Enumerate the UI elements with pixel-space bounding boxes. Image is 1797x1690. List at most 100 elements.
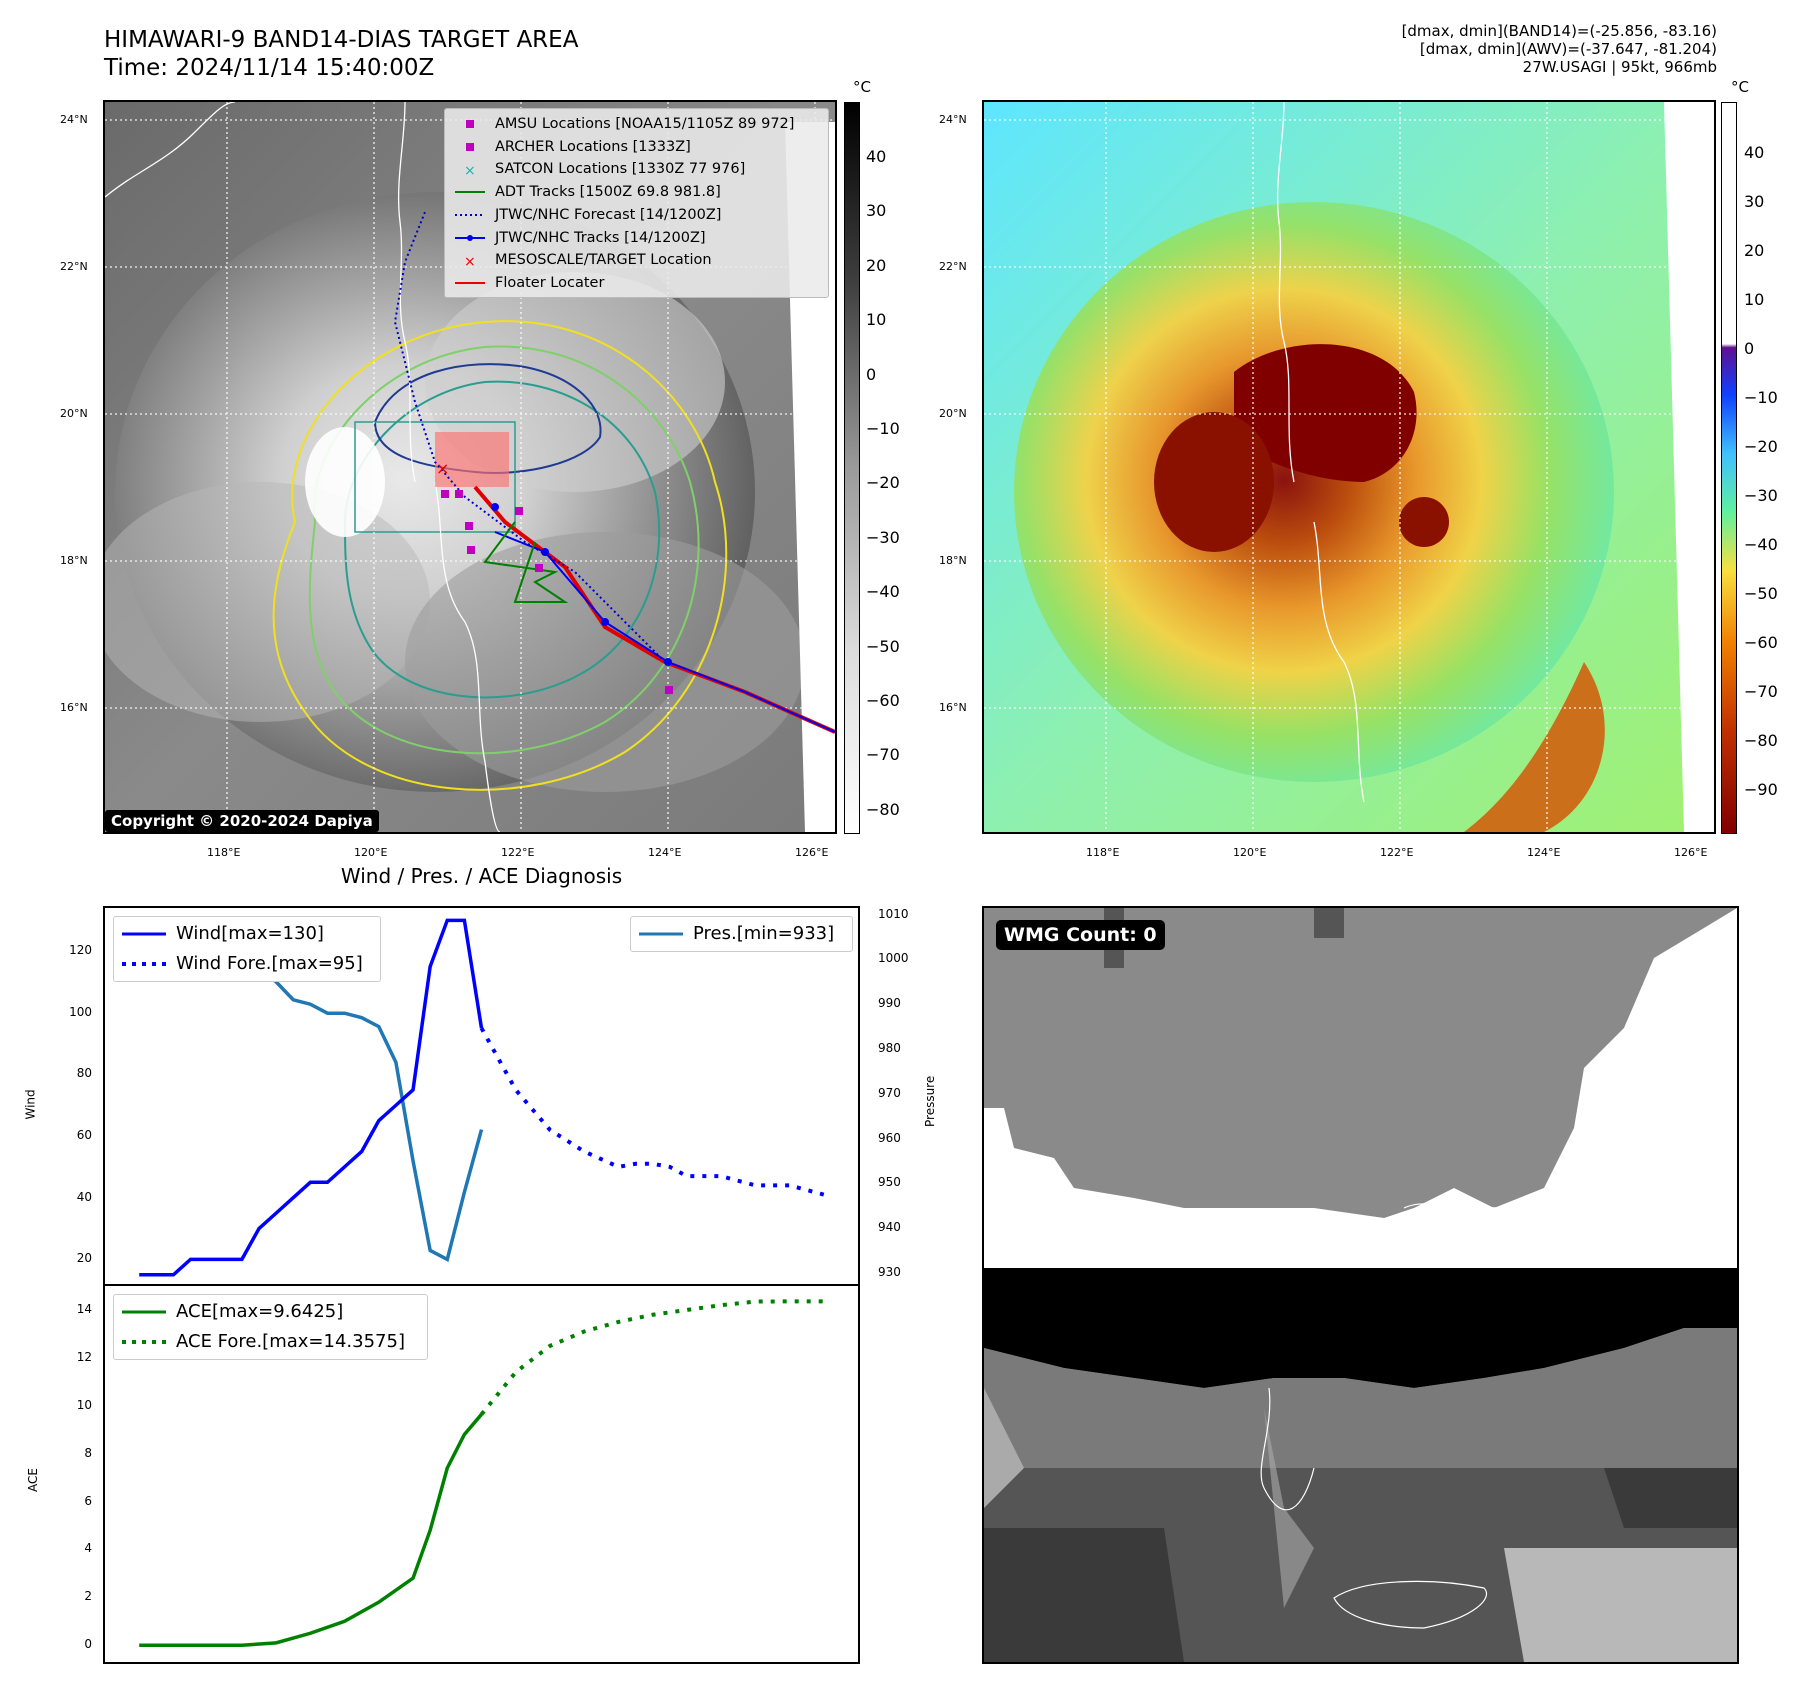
lat-tick-label: 20°N xyxy=(60,407,88,420)
series-line xyxy=(479,1027,825,1197)
map-legend-label: AMSU Locations [NOAA15/1105Z 89 972] xyxy=(495,116,795,132)
lon-tick-label: 126°E xyxy=(1674,846,1708,859)
svg-text:×: × xyxy=(436,459,449,478)
ace-plot xyxy=(139,1299,824,1647)
wind-tick-label: 40 xyxy=(76,1189,92,1204)
pressure-tick-label: 990 xyxy=(878,996,901,1011)
ace-tick-label: 6 xyxy=(84,1493,92,1508)
pressure-tick-label: 930 xyxy=(878,1264,901,1279)
gray-colorbar-tick: 0 xyxy=(866,364,877,384)
wind-legend-label: Wind[max=130] xyxy=(176,923,324,944)
map-legend-item: ADT Tracks [1500Z 69.8 981.8] xyxy=(453,181,820,204)
gray-colorbar-tick: 20 xyxy=(866,255,887,275)
color-colorbar-tick: 30 xyxy=(1744,192,1765,211)
legend-symbol-icon: × xyxy=(464,254,476,268)
legend-symbol-icon xyxy=(466,143,474,152)
pressure-legend-swatch xyxy=(639,932,683,936)
legend-symbol-icon: × xyxy=(464,163,476,177)
map-legend-label: ARCHER Locations [1333Z] xyxy=(495,138,691,155)
ir-color-image xyxy=(984,102,1714,832)
info-awv: [dmax, dmin](AWV)=(-37.647, -81.204) xyxy=(1419,40,1717,58)
gray-colorbar-tick: −40 xyxy=(866,582,900,602)
svg-text:×: × xyxy=(464,163,476,177)
pressure-tick-label: 980 xyxy=(878,1041,901,1055)
gray-colorbar-tick: −10 xyxy=(866,419,900,438)
pressure-legend: Pres.[min=933] xyxy=(630,916,853,952)
color-colorbar-tick: −80 xyxy=(1744,731,1778,750)
gray-colorbar-tick: −80 xyxy=(866,799,900,819)
map-legend-label: JTWC/NHC Forecast [14/1200Z] xyxy=(495,206,722,223)
gray-colorbar-tick: 10 xyxy=(866,310,887,330)
pressure-legend-item: Pres.[min=933] xyxy=(639,919,844,949)
wmg-panel: WMG Count: 0 xyxy=(982,906,1739,1664)
ace-ylabel: ACE xyxy=(26,1468,40,1492)
color-colorbar-tick: −60 xyxy=(1744,633,1778,652)
gray-colorbar-tick: −50 xyxy=(866,636,900,656)
wind-legend: Wind[max=130] Wind Fore.[max=95] xyxy=(113,916,381,982)
wind-fore-legend-label: Wind Fore.[max=95] xyxy=(176,953,363,974)
map-legend-label: JTWC/NHC Tracks [14/1200Z] xyxy=(495,229,706,246)
ace-tick-label: 2 xyxy=(84,1589,92,1604)
ace-fore-legend-label: ACE Fore.[max=14.3575] xyxy=(176,1331,405,1352)
color-colorbar-tick: 20 xyxy=(1744,241,1765,260)
ace-tick-label: 4 xyxy=(84,1541,92,1556)
legend-symbol-icon xyxy=(455,282,485,285)
color-cbar-unit: °C xyxy=(1731,78,1749,96)
ace-tick-label: 8 xyxy=(84,1445,92,1460)
wind-tick-label: 20 xyxy=(76,1251,92,1266)
pressure-tick-label: 970 xyxy=(878,1085,901,1100)
lon-tick-label: 126°E xyxy=(795,846,829,859)
wind-fore-legend-swatch xyxy=(122,962,166,966)
wmg-count-badge: WMG Count: 0 xyxy=(996,920,1165,950)
wind-tick-label: 60 xyxy=(76,1128,92,1143)
ace-tick-label: 0 xyxy=(84,1637,92,1652)
info-storm: 27W.USAGI | 95kt, 966mb xyxy=(1522,58,1717,76)
color-colorbar-tick: −40 xyxy=(1744,535,1778,554)
ace-tick-label: 14 xyxy=(76,1301,92,1316)
ir-color-map xyxy=(982,100,1716,834)
ace-panel: ACE[max=9.6425] ACE Fore.[max=14.3575] xyxy=(103,1284,860,1664)
lon-tick-label: 124°E xyxy=(648,846,682,859)
lat-tick-label: 22°N xyxy=(939,260,967,273)
pressure-tick-label: 1000 xyxy=(878,951,909,966)
gray-colorbar xyxy=(844,102,860,834)
ace-fore-legend-swatch xyxy=(122,1340,166,1344)
lat-tick-label: 16°N xyxy=(939,701,967,714)
color-colorbar-tick: −90 xyxy=(1744,780,1778,799)
svg-text:×: × xyxy=(464,254,476,268)
pressure-tick-label: 1010 xyxy=(878,906,909,921)
lat-tick-label: 24°N xyxy=(60,113,88,126)
gray-cbar-unit: °C xyxy=(853,78,871,96)
map-legend-label: ADT Tracks [1500Z 69.8 981.8] xyxy=(495,184,721,201)
color-colorbar xyxy=(1721,102,1737,834)
lat-tick-label: 18°N xyxy=(60,554,88,567)
lon-tick-label: 120°E xyxy=(354,846,388,859)
info-band14: [dmax, dmin](BAND14)=(-25.856, -83.16) xyxy=(1401,22,1717,40)
lat-tick-label: 20°N xyxy=(939,407,967,420)
wind-ylabel: Wind xyxy=(23,1089,38,1120)
color-colorbar-tick: −30 xyxy=(1744,486,1778,505)
chart-time: Time: 2024/11/14 15:40:00Z xyxy=(104,55,435,81)
wmg-image xyxy=(984,908,1737,1662)
gray-colorbar-tick: −30 xyxy=(866,527,900,547)
color-colorbar-tick: −70 xyxy=(1744,682,1778,701)
map-legend-item: ARCHER Locations [1333Z] xyxy=(453,136,820,159)
wind-tick-label: 120 xyxy=(69,943,92,958)
map-legend-item: × SATCON Locations [1330Z 77 976] xyxy=(453,158,820,181)
ace-tick-label: 10 xyxy=(76,1397,92,1412)
gray-colorbar-tick: −60 xyxy=(866,691,900,710)
color-colorbar-tick: −10 xyxy=(1744,388,1778,407)
legend-symbol-icon xyxy=(466,120,474,129)
ace-legend-item: ACE[max=9.6425] xyxy=(122,1297,419,1327)
wind-tick-label: 80 xyxy=(76,1066,92,1081)
series-line xyxy=(139,1413,483,1647)
wind-tick-label: 100 xyxy=(69,1004,92,1019)
copyright-badge: Copyright © 2020-2024 Dapiya xyxy=(105,810,379,832)
color-colorbar-tick: 40 xyxy=(1744,143,1765,162)
pressure-tick-label: 960 xyxy=(878,1130,901,1145)
map-legend-item: × MESOSCALE/TARGET Location xyxy=(453,249,820,272)
ace-tick-label: 12 xyxy=(76,1349,92,1364)
map-legend-label: MESOSCALE/TARGET Location xyxy=(495,252,712,269)
legend-symbol-icon xyxy=(455,234,485,241)
wind-fore-legend-item: Wind Fore.[max=95] xyxy=(122,949,372,979)
